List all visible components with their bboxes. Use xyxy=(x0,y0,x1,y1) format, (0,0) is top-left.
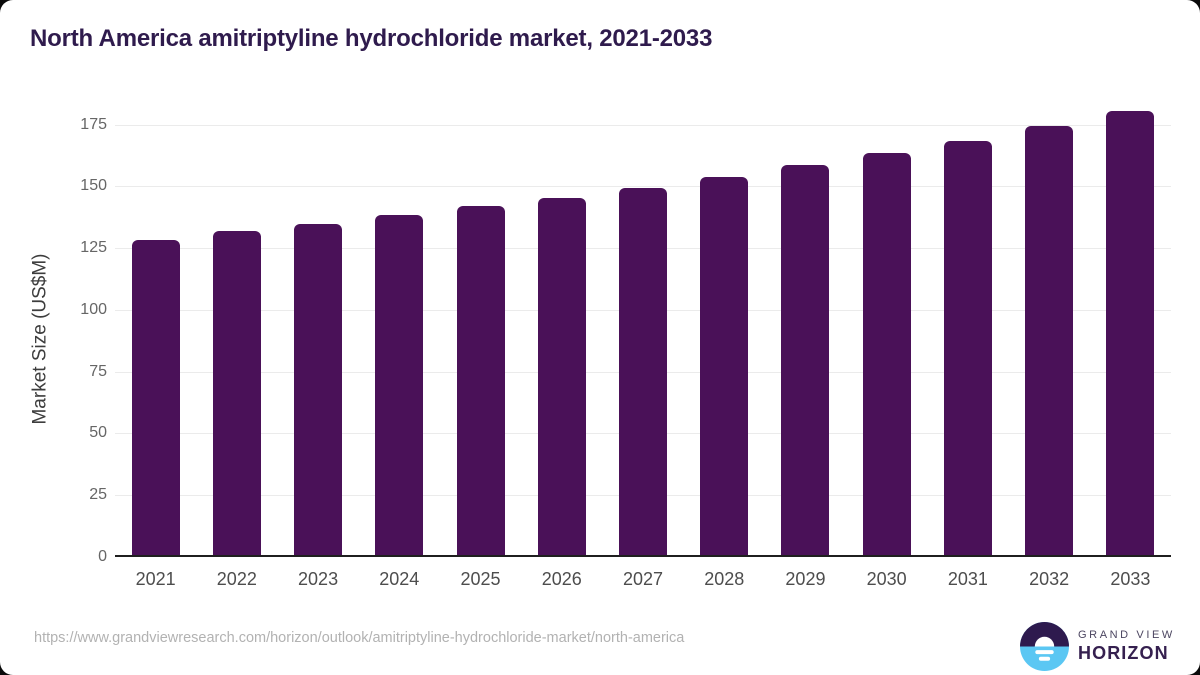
bar-2028 xyxy=(700,176,749,557)
bar-2021 xyxy=(131,239,180,557)
source-url: https://www.grandviewresearch.com/horizo… xyxy=(34,630,685,646)
y-tick-0: 0 xyxy=(98,548,107,565)
x-tick-2026: 2026 xyxy=(541,569,582,589)
x-tick-2025: 2025 xyxy=(460,569,501,589)
y-tick-50: 50 xyxy=(89,424,107,442)
bar-2033 xyxy=(1106,111,1155,557)
y-tick-25: 25 xyxy=(89,486,107,504)
x-tick-2033: 2033 xyxy=(1110,569,1151,589)
x-tick-2027: 2027 xyxy=(622,569,663,589)
x-tick-2024: 2024 xyxy=(379,569,420,589)
x-tick-2029: 2029 xyxy=(785,569,826,589)
bar-2027 xyxy=(619,187,667,557)
x-tick-2030: 2030 xyxy=(866,569,907,589)
logo-text: GRAND VIEW HORIZON xyxy=(1078,629,1175,664)
x-tick-2021: 2021 xyxy=(135,569,176,589)
gridline-175 xyxy=(115,124,1171,126)
bar-2029 xyxy=(781,165,830,557)
x-tick-2031: 2031 xyxy=(947,569,988,589)
bar-2030 xyxy=(862,153,911,557)
grandview-horizon-logo: GRAND VIEW HORIZON xyxy=(1020,622,1175,671)
y-tick-125: 125 xyxy=(80,239,107,257)
y-tick-175: 175 xyxy=(80,115,107,133)
logo-product-name: HORIZON xyxy=(1078,643,1169,663)
plot-area xyxy=(115,100,1171,557)
gridline-150 xyxy=(115,186,1171,188)
y-tick-100: 100 xyxy=(80,300,107,318)
bar-2031 xyxy=(943,140,992,557)
x-tick-2023: 2023 xyxy=(298,569,339,589)
sunset-horizon-logo-icon xyxy=(1020,622,1069,671)
logo-brand-name: GRAND VIEW xyxy=(1078,629,1175,641)
y-tick-150: 150 xyxy=(80,177,107,195)
x-axis-line xyxy=(115,555,1171,557)
x-tick-2022: 2022 xyxy=(216,569,257,589)
y-tick-75: 75 xyxy=(89,362,107,380)
bar-2032 xyxy=(1025,125,1074,557)
chart-title: North America amitriptyline hydrochlorid… xyxy=(30,25,713,52)
bar-2026 xyxy=(537,197,586,557)
x-tick-2028: 2028 xyxy=(704,569,745,589)
x-tick-2032: 2032 xyxy=(1029,569,1070,589)
bar-2022 xyxy=(212,230,261,557)
bar-2024 xyxy=(375,214,424,557)
bar-2025 xyxy=(456,206,505,557)
bar-2023 xyxy=(294,223,343,557)
